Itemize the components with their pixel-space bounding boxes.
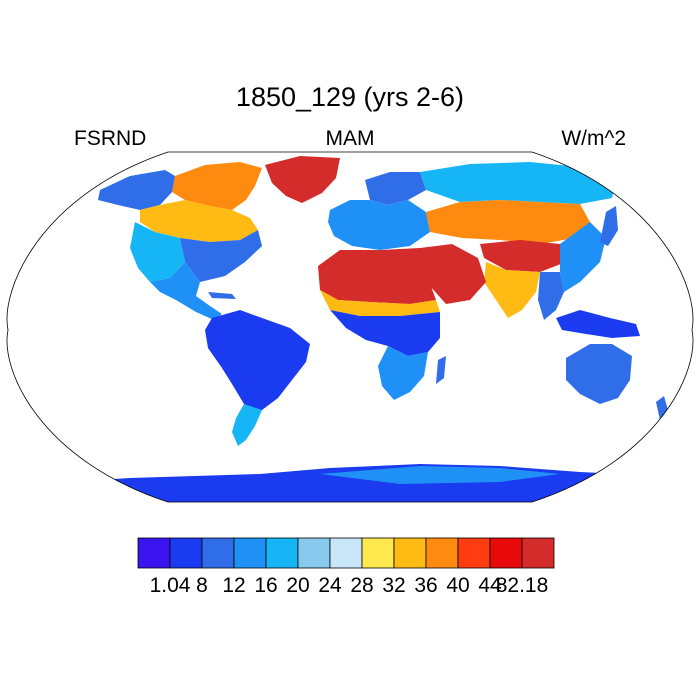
colorbar-tick-label: 1.04 (150, 574, 191, 597)
region-southern-africa (378, 346, 428, 400)
plot-title: 1850_129 (yrs 2-6) (235, 82, 465, 112)
land-layer (7, 156, 693, 502)
colorbar-swatch (457, 537, 491, 569)
region-canada-north (172, 162, 262, 210)
colorbar-swatch (329, 537, 363, 569)
region-australia (566, 344, 632, 404)
region-scandinavia (365, 172, 426, 205)
region-alaska (98, 170, 175, 210)
region-cuba (208, 292, 236, 299)
colorbar-tick-label: 44 (478, 574, 502, 597)
colorbar-swatch (425, 537, 459, 569)
colorbar-swatch (265, 537, 299, 569)
region-madagascar (436, 356, 446, 384)
colorbar-swatch (201, 537, 235, 569)
region-south-america (205, 310, 310, 418)
colorbar-swatch (137, 537, 171, 569)
colorbar-swatch (521, 537, 555, 569)
colorbar-swatch (489, 537, 523, 569)
colorbar-tick-label: 36 (414, 574, 437, 597)
colorbar-tick-label: 8 (196, 574, 208, 597)
region-central-asia (426, 200, 590, 244)
region-east-asia (560, 222, 606, 292)
region-sahara (318, 248, 436, 304)
colorbar-tick-label: 32 (382, 574, 405, 597)
region-new-zealand (656, 396, 668, 420)
region-sahel (320, 290, 440, 316)
region-usa-east (180, 230, 262, 282)
region-europe (328, 200, 430, 250)
region-patagonia (232, 404, 262, 446)
colorbar-swatch (361, 537, 395, 569)
region-tibet (480, 240, 566, 272)
region-arabia (420, 244, 486, 304)
region-canada-prairies (140, 200, 258, 242)
region-africa-central (330, 310, 440, 356)
region-antarctica-coast (320, 466, 560, 484)
region-greenland (265, 156, 340, 203)
region-india (484, 262, 540, 318)
region-antarctica (7, 464, 693, 502)
map-outline (6, 151, 694, 503)
season-label: MAM (325, 127, 375, 150)
colorbar-swatch (393, 537, 427, 569)
colorbar-tick-label: 20 (286, 574, 309, 597)
colorbar-tick-label: 40 (446, 574, 469, 597)
region-japan (600, 206, 618, 246)
colorbar-tick-label: 12 (222, 574, 245, 597)
region-maritime-asia (556, 310, 640, 338)
region-usa-west (130, 222, 185, 282)
colorbar-tick-label: 28 (350, 574, 373, 597)
units-label: W/m^2 (561, 127, 626, 150)
colorbar-swatch (169, 537, 203, 569)
colorbar-tick-label: 82.18 (496, 574, 549, 597)
region-southeast-asia (538, 272, 564, 320)
colorbar-swatch (297, 537, 331, 569)
colorbar-tick-label: 24 (318, 574, 342, 597)
region-mexico (150, 262, 222, 320)
colorbar-tick-label: 16 (254, 574, 277, 597)
colorbar-swatch (233, 537, 267, 569)
variable-label: FSRND (74, 127, 147, 150)
region-siberia (420, 162, 616, 204)
